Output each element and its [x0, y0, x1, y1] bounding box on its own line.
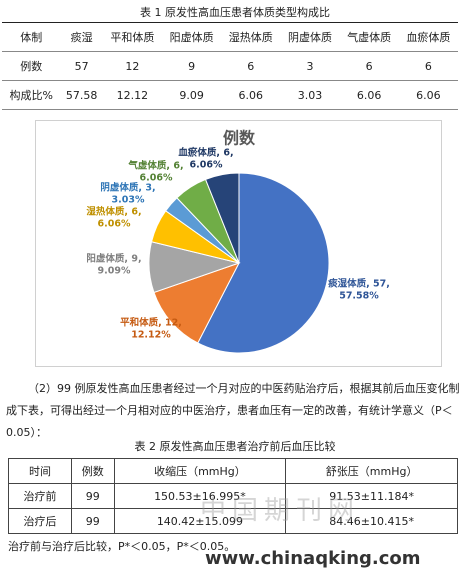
cell: 12: [102, 51, 163, 81]
header-cell: 平和体质: [102, 22, 163, 52]
cell: 3: [280, 51, 340, 81]
data-label: 血瘀体质, 6,: [178, 147, 233, 159]
pie-slice: [153, 262, 241, 344]
data-label: 3.03%: [112, 195, 145, 206]
data-label: 痰湿体质, 57,: [328, 278, 390, 290]
cell: 6: [398, 51, 458, 81]
row: 治疗前 99 150.53±16.995* 91.53±11.184*: [8, 483, 458, 509]
row: 治疗后 99 140.42±15.099 84.46±10.415*: [8, 508, 458, 534]
header-cell: 例数: [70, 458, 115, 484]
chart-title: 例数: [223, 129, 256, 148]
pie-slice: [204, 172, 240, 264]
header-cell: 阳虚体质: [162, 22, 222, 52]
note: 治疗前与治疗后比较，P*＜0.05，P*＜0.05。: [8, 540, 236, 553]
cell: 6: [339, 51, 399, 81]
chart-box: 例数 痰湿体质, 57, 57.58% 平和体质, 12, 12.12% 阳虚体质, 9…: [35, 120, 442, 367]
table-title: 表 2 原发性高血压患者治疗前后血压比较: [134, 440, 336, 453]
chart: 例数 痰湿体质, 57,57.58% 平和体质, 12,12.12% 阳虚体质, 9…: [86, 129, 390, 354]
data-label: 12.12%: [131, 330, 171, 341]
data-label: 气虚体质, 6,: [127, 160, 183, 172]
cell: 140.42±15.099: [113, 508, 287, 534]
cell: 构成比%: [2, 80, 61, 110]
header-row: 体制 痰湿 平和体质 阳虚体质 湿热体质 阴虚体质 气虚体质 血瘀体质: [2, 22, 458, 52]
data-label: 6.06%: [140, 173, 173, 184]
watermark-url: www.chinaqking.com: [205, 548, 421, 569]
cell: 治疗前: [8, 483, 72, 509]
cell: 9: [162, 51, 222, 81]
row: 构成比% 57.58 12.12 9.09 6.06 3.03 6.06 6.06: [2, 80, 458, 110]
data-label: 平和体质, 12,: [120, 317, 182, 329]
header-cell: 血瘀体质: [398, 22, 458, 52]
cell: 57: [60, 51, 103, 81]
header-cell: 气虚体质: [339, 22, 399, 52]
header-cell: 痰湿: [60, 22, 103, 52]
data-label: 湿热体质, 6,: [86, 206, 141, 218]
header-cell: 收缩压（mmHg）: [113, 458, 287, 484]
cell: 治疗后: [8, 508, 72, 534]
header-cell: 湿热体质: [221, 22, 281, 52]
cell: 6: [221, 51, 281, 81]
cell: 9.09: [162, 80, 222, 110]
table: 时间 例数 收缩压（mmHg） 舒张压（mmHg） 治疗前 99 150.53±16.995…: [8, 458, 458, 534]
cell: 150.53±16.995*: [113, 483, 287, 509]
header-cell: 舒张压（mmHg）: [285, 458, 458, 484]
header-row: 时间 例数 收缩压（mmHg） 舒张压（mmHg）: [8, 458, 458, 484]
cell: 84.46±10.415*: [285, 508, 458, 534]
data-label: 9.09%: [98, 266, 131, 277]
cell: 99: [70, 508, 115, 534]
cell: 99: [70, 483, 115, 509]
data-label: 6.06%: [98, 219, 131, 230]
header-cell: 体制: [2, 22, 61, 52]
pie-slice: [197, 172, 330, 354]
cell: 例数: [2, 51, 61, 81]
row: 例数 57 12 9 6 3 6 6: [2, 51, 458, 81]
data-label: 阳虚体质, 9,: [86, 253, 141, 265]
table-title: 表 1 原发性高血压患者体质类型构成比: [140, 6, 330, 19]
cell: 6.06: [398, 80, 458, 110]
paragraph: （2）99 例原发性高血压患者经过一个月对应的中医药贴治疗后，根据其前后血压变化…: [6, 382, 460, 439]
table: 体制 痰湿 平和体质 阳虚体质 湿热体质 阴虚体质 气虚体质 血瘀体质 例数 57 12 9 6 3 6 6 构…: [2, 22, 458, 110]
cell: 12.12: [102, 80, 163, 110]
header-cell: 阴虚体质: [280, 22, 340, 52]
cell: 6.06: [221, 80, 281, 110]
watermark: 中国期刊网: [200, 496, 361, 526]
cell: 6.06: [339, 80, 399, 110]
data-label: 6.06%: [190, 160, 223, 171]
data-label: 阴虚体质, 3,: [100, 182, 155, 194]
cell: 57.58: [60, 80, 103, 110]
header-cell: 时间: [8, 458, 72, 484]
data-label: 57.58%: [339, 291, 379, 302]
cell: 3.03: [280, 80, 340, 110]
